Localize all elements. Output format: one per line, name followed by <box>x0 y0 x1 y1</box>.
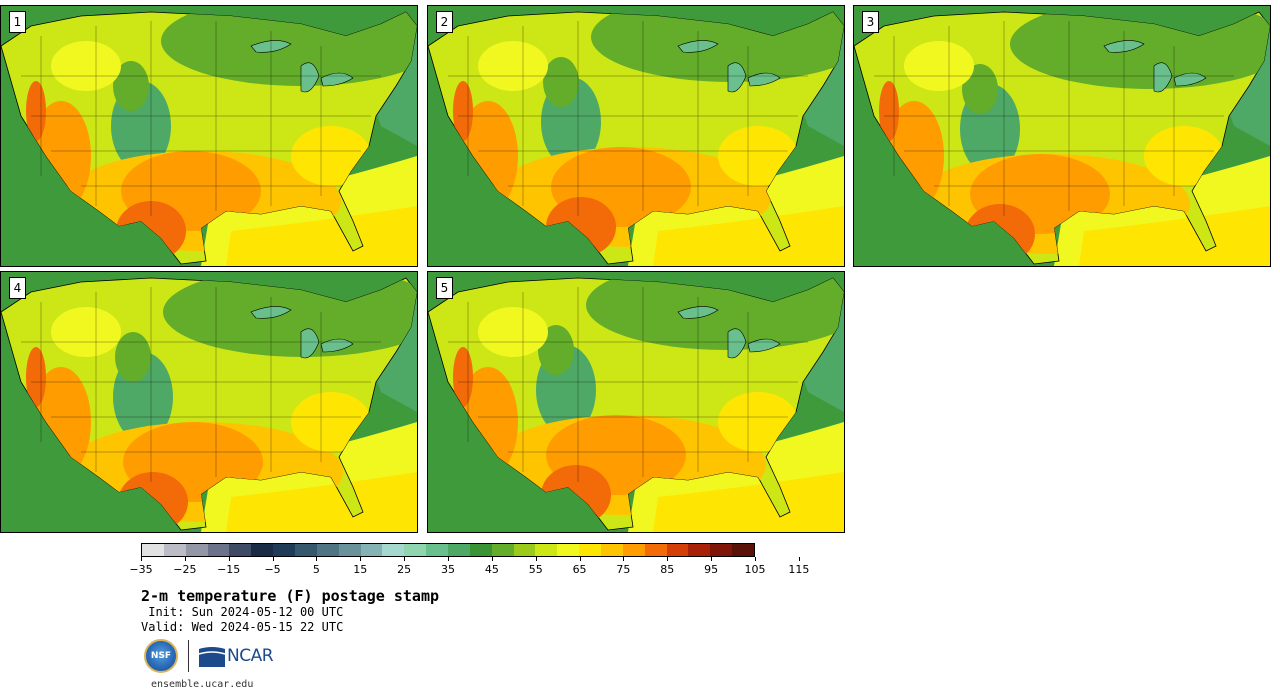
colorbar-tick <box>184 557 186 561</box>
colorbar-tick <box>448 557 449 561</box>
logo-divider <box>188 640 189 672</box>
temperature-map <box>854 6 1270 266</box>
colorbar-tick-label: 25 <box>397 563 412 576</box>
postage-stamp-panel: 4 <box>0 271 418 533</box>
colorbar-tick <box>491 557 493 561</box>
colorbar-tick-label: −5 <box>264 563 281 576</box>
colorbar-swatch <box>185 544 208 556</box>
colorbar-tick <box>228 557 230 561</box>
colorbar-swatch <box>229 544 252 556</box>
colorbar-swatch <box>295 544 317 556</box>
colorbar-swatch <box>163 544 186 556</box>
colorbar-swatch <box>448 544 470 556</box>
colorbar-swatch <box>469 544 492 556</box>
temperature-colorbar <box>141 543 755 557</box>
colorbar-swatch <box>491 544 514 556</box>
colorbar-swatch <box>404 544 427 556</box>
colorbar-tick-label: −15 <box>217 563 241 576</box>
colorbar-tick-label: 15 <box>353 563 368 576</box>
colorbar-tick-label: 105 <box>744 563 766 576</box>
colorbar-swatch <box>644 544 667 556</box>
colorbar-swatch <box>426 544 449 556</box>
temperature-map <box>428 6 844 266</box>
postage-stamp-panel: 1 <box>0 5 418 267</box>
panel-number: 1 <box>9 11 26 33</box>
colorbar-tick <box>404 557 406 561</box>
colorbar-tick <box>141 557 142 561</box>
ncar-logo: NCAR <box>199 645 274 667</box>
colorbar-tick-label: −35 <box>129 563 153 576</box>
init-time: Init: Sun 2024-05-12 00 UTC <box>141 605 344 619</box>
colorbar-tick-label: 85 <box>660 563 675 576</box>
colorbar-tick <box>711 557 713 561</box>
colorbar-swatch <box>710 544 733 556</box>
colorbar-swatch <box>622 544 645 556</box>
colorbar-tick-label: 115 <box>788 563 810 576</box>
ncar-mark-icon <box>199 647 225 667</box>
colorbar-tick-label: 55 <box>528 563 543 576</box>
site-url: ensemble.ucar.edu <box>151 679 254 690</box>
colorbar-swatch <box>557 544 580 556</box>
colorbar-swatch <box>601 544 623 556</box>
colorbar-tick-label: 45 <box>484 563 499 576</box>
figure-title: 2-m temperature (F) postage stamp <box>141 587 440 605</box>
colorbar-swatch <box>142 544 164 556</box>
panel-number: 4 <box>9 277 26 299</box>
colorbar-swatch <box>338 544 361 556</box>
colorbar-tick-label: 5 <box>312 563 320 576</box>
colorbar-swatch <box>732 544 755 556</box>
colorbar-tick <box>535 557 537 561</box>
colorbar-tick-label: 65 <box>572 563 587 576</box>
colorbar-swatch <box>382 544 405 556</box>
colorbar-swatch <box>688 544 711 556</box>
colorbar-swatch <box>251 544 274 556</box>
logos: NSF NCAR <box>144 638 274 674</box>
colorbar-tick-label: −25 <box>173 563 197 576</box>
colorbar-swatch <box>207 544 230 556</box>
postage-stamp-panel: 5 <box>427 271 845 533</box>
colorbar-tick-label: 75 <box>616 563 631 576</box>
colorbar-tick-label: 35 <box>441 563 455 576</box>
colorbar-tick <box>579 557 581 561</box>
postage-stamp-panel: 3 <box>853 5 1271 267</box>
colorbar-tick-label: 95 <box>704 563 719 576</box>
colorbar-tick <box>798 557 800 561</box>
valid-time: Valid: Wed 2024-05-15 22 UTC <box>141 620 344 634</box>
postage-stamp-panel: 2 <box>427 5 845 267</box>
colorbar-swatch <box>666 544 689 556</box>
nsf-logo: NSF <box>144 639 178 673</box>
colorbar-tick <box>755 557 756 561</box>
panel-number: 2 <box>436 11 453 33</box>
colorbar-swatch <box>316 544 339 556</box>
temperature-map <box>1 272 417 532</box>
colorbar-tick <box>360 557 362 561</box>
colorbar-swatch <box>535 544 558 556</box>
colorbar-swatch <box>579 544 602 556</box>
panel-number: 3 <box>862 11 879 33</box>
panel-number: 5 <box>436 277 453 299</box>
colorbar-swatch <box>513 544 536 556</box>
temperature-map <box>428 272 844 532</box>
colorbar-tick <box>667 557 669 561</box>
ncar-logo-text: NCAR <box>227 646 274 666</box>
colorbar-swatch <box>273 544 296 556</box>
colorbar-ticks: −35 −25 −15 −5 5 15 25 35 45 55 65 75 85 95 105 115 <box>129 557 809 577</box>
temperature-map <box>1 6 417 266</box>
colorbar-tick <box>272 557 274 561</box>
colorbar-tick <box>623 557 625 561</box>
colorbar-swatch <box>360 544 383 556</box>
colorbar-tick <box>316 557 318 561</box>
